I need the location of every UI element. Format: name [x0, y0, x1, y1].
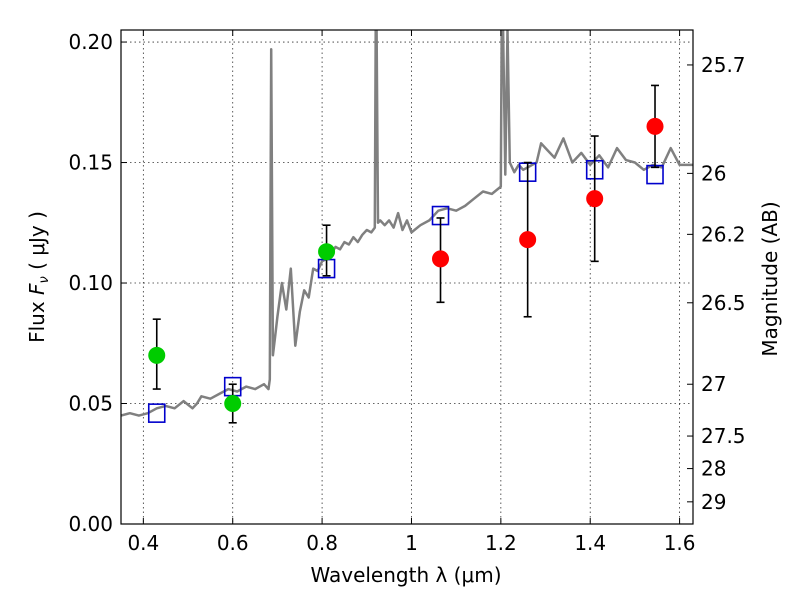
y-tick-label: 0.10: [68, 271, 113, 295]
spectrum-line: [121, 30, 693, 417]
mag-tick-label: 26.5: [701, 291, 746, 315]
data-point-marker: [224, 395, 242, 413]
y-tick-label: 0.15: [68, 151, 113, 175]
plot-frame: [120, 29, 694, 525]
axis-ticks: 0.4 0.6 0.8 1 1.2 1.4 1.6 0.00 0.05 0.10 0.15 0.20 2…: [68, 30, 746, 555]
data-point-marker: [432, 250, 450, 268]
mag-tick-label: 27: [701, 372, 726, 396]
mag-tick-label: 26.2: [701, 222, 746, 246]
data-point-marker: [646, 117, 664, 135]
data-point-marker: [148, 346, 166, 364]
mag-tick-label: 26: [701, 161, 726, 185]
data-point-marker: [318, 243, 336, 261]
mag-tick-label: 29: [701, 490, 726, 514]
data-point-marker: [586, 190, 604, 208]
mag-tick-label: 28: [701, 457, 726, 481]
y-tick-label: 0.20: [68, 30, 113, 54]
y-tick-label: 0.00: [68, 512, 113, 536]
mag-tick-label: 25.7: [701, 53, 746, 77]
x-tick-label: 1.4: [574, 531, 606, 555]
grid-lines: [121, 30, 693, 525]
y-tick-label: 0.05: [68, 392, 113, 416]
x-tick-label: 0.6: [217, 531, 249, 555]
y2-axis-label: Magnitude (AB): [758, 201, 782, 356]
plot-series: [121, 30, 693, 424]
x-tick-label: 1.6: [664, 531, 696, 555]
x-tick-label: 0.8: [306, 531, 338, 555]
x-tick-label: 0.4: [127, 531, 159, 555]
mag-tick-label: 27.5: [701, 424, 746, 448]
model-square-marker: [147, 403, 166, 423]
x-tick-label: 1: [405, 531, 418, 555]
data-point-marker: [519, 231, 537, 249]
x-axis-label: Wavelength λ (μm): [310, 563, 501, 587]
x-tick-label: 1.2: [485, 531, 517, 555]
y-axis-label: Flux Fν ( μJy ): [25, 211, 52, 343]
